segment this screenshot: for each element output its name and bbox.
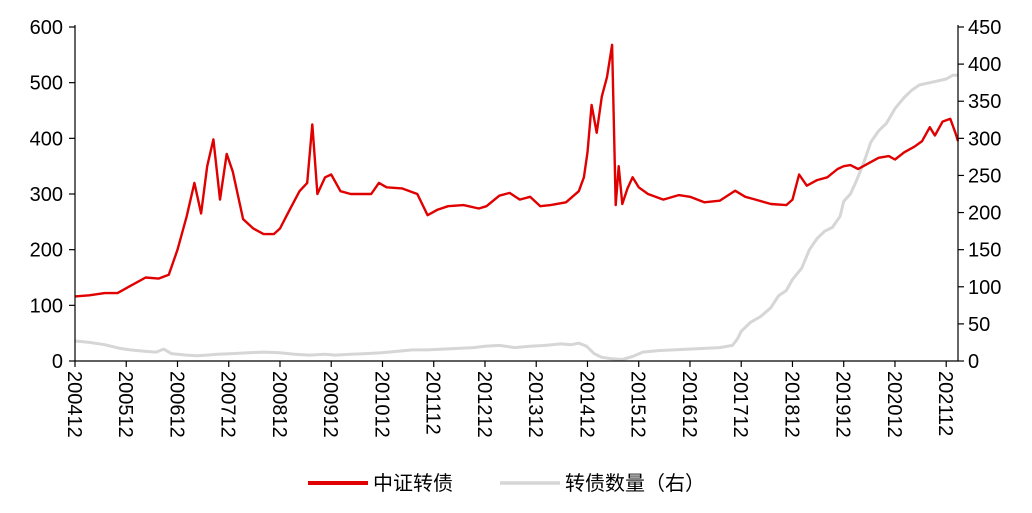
x-tick-label: 200612 — [166, 371, 188, 438]
x-tick-label: 201012 — [371, 371, 393, 438]
y2-tick-label: 350 — [968, 91, 1001, 113]
x-tick-label: 201812 — [781, 371, 803, 438]
x-tick-label: 200412 — [63, 371, 85, 438]
y2-tick-label: 100 — [968, 277, 1001, 299]
y2-tick-label: 300 — [968, 128, 1001, 150]
y2-tick-label: 50 — [968, 314, 990, 336]
legend-label-count: 转债数量（右） — [565, 471, 705, 495]
y-tick-label: 0 — [52, 351, 63, 373]
y2-tick-label: 250 — [968, 165, 1001, 187]
x-tick-label: 200912 — [319, 371, 341, 438]
x-tick-label: 201712 — [729, 371, 751, 438]
x-tick-label: 202012 — [883, 371, 905, 438]
y-tick-label: 400 — [30, 128, 63, 150]
x-tick-label: 201212 — [473, 371, 495, 438]
y2-tick-label: 450 — [968, 17, 1001, 39]
y-tick-label: 600 — [30, 17, 63, 39]
legend: 中证转债 转债数量（右） — [308, 471, 705, 495]
y-tick-label: 200 — [30, 240, 63, 262]
x-tick-label: 201912 — [832, 371, 854, 438]
x-tick-label: 200812 — [268, 371, 290, 438]
plot-area — [74, 43, 960, 361]
x-tick-label: 200712 — [217, 371, 239, 438]
legend-label-index: 中证转债 — [373, 471, 453, 495]
y2-tick-label: 200 — [968, 203, 1001, 225]
y-tick-label: 300 — [30, 184, 63, 206]
y2-tick-label: 0 — [968, 351, 979, 373]
axes: 0 100 200 300 400 500 600 0 50 100 150 200 250 300 350… — [30, 17, 1002, 438]
x-tick-label: 201112 — [422, 371, 444, 435]
x-tick-label: 200512 — [114, 371, 136, 438]
x-tick-label: 201612 — [678, 371, 700, 438]
x-tick-label: 201312 — [524, 371, 546, 438]
y-tick-label: 100 — [30, 295, 63, 317]
y2-tick-label: 150 — [968, 240, 1001, 262]
series-line-index — [74, 43, 960, 298]
y2-tick-label: 400 — [968, 54, 1001, 76]
y-tick-label: 500 — [30, 73, 63, 95]
series-line-count — [74, 73, 958, 361]
x-tick-label: 201412 — [576, 371, 598, 438]
x-tick-label: 202112 — [934, 371, 956, 436]
x-tick-label: 201512 — [627, 371, 649, 438]
